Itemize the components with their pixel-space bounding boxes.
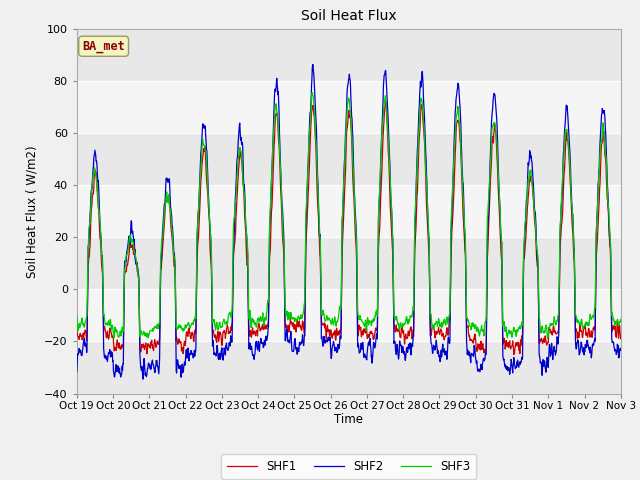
SHF2 bbox=[553, 334, 561, 340]
SHF3 bbox=[181, 324, 189, 330]
Line: SHF1: SHF1 bbox=[77, 101, 621, 355]
SHF1 bbox=[194, 241, 202, 247]
SHF1 bbox=[505, 345, 513, 350]
SHF2 bbox=[309, 61, 317, 67]
SHF1 bbox=[255, 321, 262, 326]
Line: SHF2: SHF2 bbox=[77, 64, 621, 379]
SHF2 bbox=[195, 209, 202, 215]
SHF1 bbox=[617, 336, 625, 342]
SHF2 bbox=[617, 348, 625, 353]
SHF2 bbox=[255, 345, 263, 351]
Line: SHF3: SHF3 bbox=[77, 93, 621, 338]
SHF1 bbox=[434, 330, 442, 336]
SHF3 bbox=[434, 320, 442, 326]
Bar bbox=[77, 133, 621, 185]
SHF3 bbox=[617, 316, 625, 322]
SHF1 bbox=[382, 98, 390, 104]
SHF3 bbox=[308, 90, 316, 96]
SHF3 bbox=[195, 214, 202, 220]
Bar bbox=[77, 237, 621, 289]
SHF1 bbox=[73, 326, 81, 332]
Bar bbox=[77, 289, 621, 341]
SHF3 bbox=[505, 327, 513, 333]
SHF1 bbox=[510, 352, 518, 358]
SHF2 bbox=[73, 369, 81, 374]
SHF2 bbox=[181, 362, 189, 368]
SHF3 bbox=[255, 319, 263, 325]
Bar bbox=[77, 29, 621, 81]
SHF1 bbox=[180, 338, 188, 344]
SHF2 bbox=[434, 348, 442, 353]
SHF3 bbox=[110, 336, 118, 341]
Title: Soil Heat Flux: Soil Heat Flux bbox=[301, 10, 397, 24]
Y-axis label: Soil Heat Flux ( W/m2): Soil Heat Flux ( W/m2) bbox=[26, 145, 38, 277]
SHF3 bbox=[553, 318, 561, 324]
Bar bbox=[77, 185, 621, 237]
Legend: SHF1, SHF2, SHF3: SHF1, SHF2, SHF3 bbox=[221, 454, 476, 479]
SHF3 bbox=[73, 313, 81, 319]
Text: BA_met: BA_met bbox=[82, 40, 125, 53]
SHF1 bbox=[553, 330, 561, 336]
SHF2 bbox=[505, 365, 513, 371]
Bar bbox=[77, 341, 621, 394]
X-axis label: Time: Time bbox=[334, 413, 364, 426]
Bar bbox=[77, 81, 621, 133]
SHF2 bbox=[139, 376, 147, 382]
